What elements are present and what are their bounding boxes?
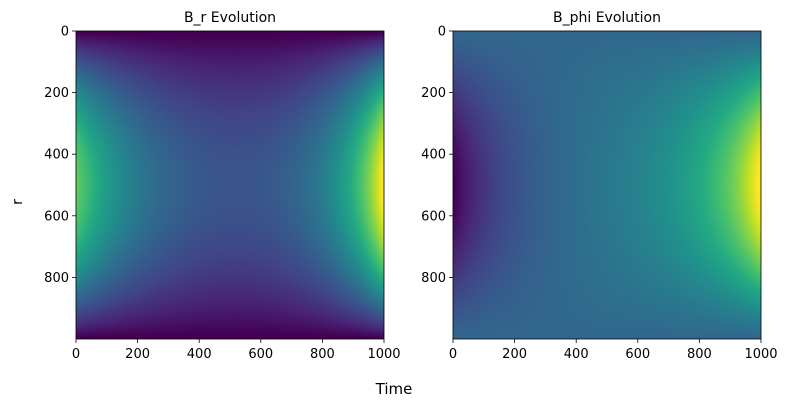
y-axis-label: r	[10, 199, 26, 205]
x-tick-label: 600	[248, 347, 273, 362]
y-tick-label: 800	[421, 271, 446, 286]
y-tick-label: 200	[44, 86, 69, 101]
plot-frame	[75, 30, 385, 340]
y-tick-label: 400	[421, 148, 446, 163]
y-tick-label: 600	[421, 209, 446, 224]
x-tick-label: 1000	[367, 347, 400, 362]
x-axis-label: Time	[375, 380, 413, 398]
axis-ticks: 0 200 400 600 800 1000 0 200 400 600 800	[421, 25, 777, 363]
x-tick-label: 600	[625, 347, 650, 362]
x-tick-label: 200	[502, 347, 527, 362]
x-tick-label: 1000	[744, 347, 777, 362]
x-tick-label: 0	[449, 347, 457, 362]
x-tick-label: 800	[687, 347, 712, 362]
panel-b-phi: B_phi Evolution 0 200 400 600 800 1000 0 200 400…	[421, 10, 777, 362]
y-tick-label: 400	[44, 148, 69, 163]
y-tick-label: 600	[44, 209, 69, 224]
heatmap-image	[76, 31, 384, 339]
y-tick-label: 0	[61, 25, 69, 40]
x-tick-label: 800	[310, 347, 335, 362]
chart-title: B_phi Evolution	[553, 10, 661, 26]
heatmap-image	[453, 31, 761, 339]
y-tick-label: 0	[438, 25, 446, 40]
x-tick-label: 400	[187, 347, 212, 362]
plot-frame	[452, 30, 762, 340]
x-tick-label: 200	[125, 347, 150, 362]
x-tick-label: 400	[564, 347, 589, 362]
axis-ticks: 0 200 400 600 800 1000 0 200 400 600 800	[44, 25, 400, 363]
y-tick-label: 200	[421, 86, 446, 101]
chart-title: B_r Evolution	[184, 10, 276, 26]
x-tick-label: 0	[72, 347, 80, 362]
panel-b-r: B_r Evolution 0 200 400 600 800 1000 0 200 400 60…	[44, 10, 400, 362]
y-tick-label: 800	[44, 271, 69, 286]
